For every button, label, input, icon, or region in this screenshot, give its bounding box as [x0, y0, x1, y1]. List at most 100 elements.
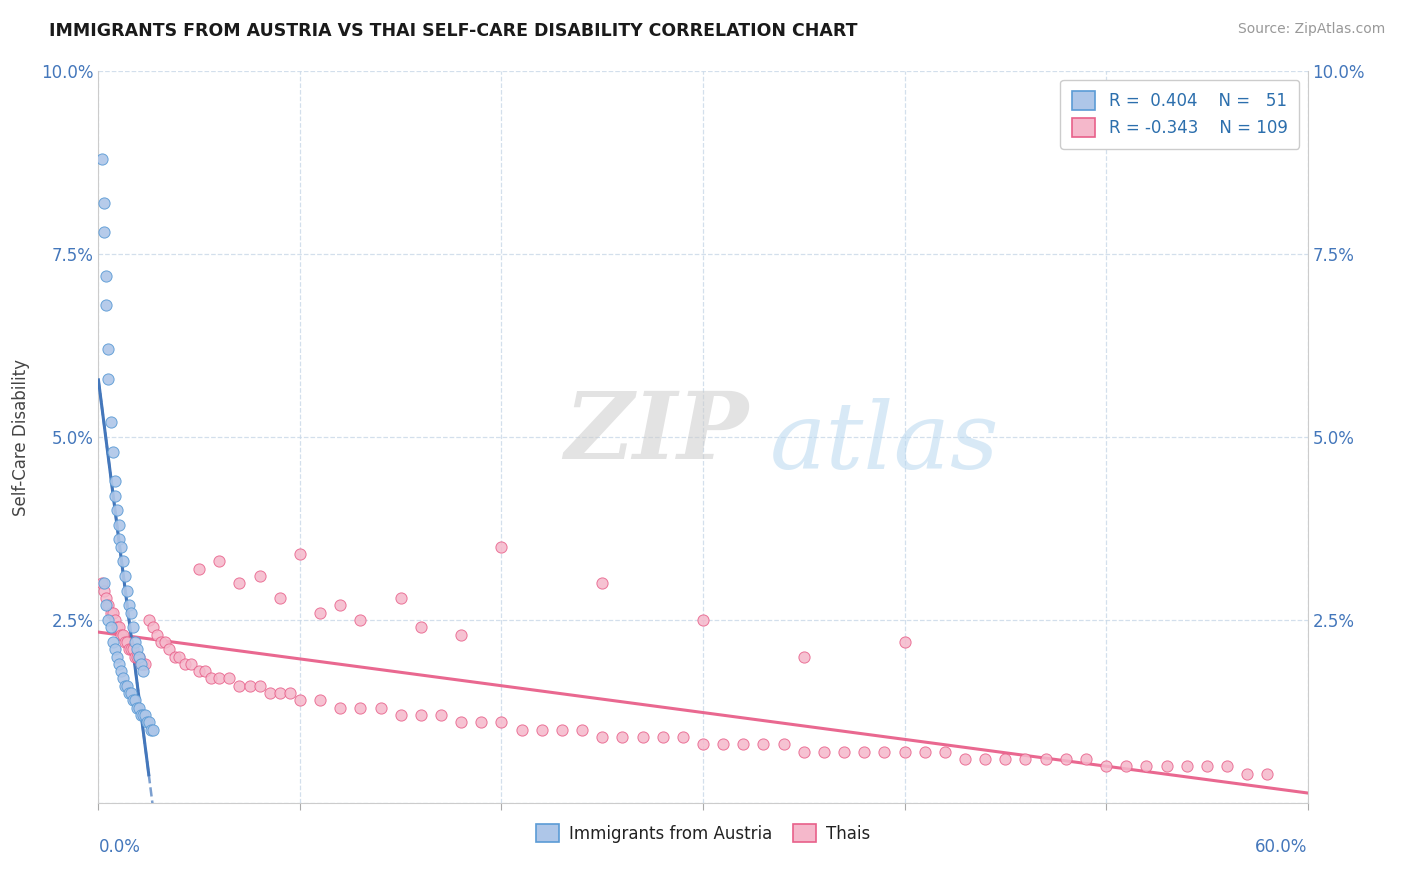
Point: [134, 708, 156, 723]
Point: [733, 737, 755, 751]
Point: [914, 745, 936, 759]
Point: [129, 657, 152, 671]
Point: [1054, 752, 1077, 766]
Point: [370, 700, 392, 714]
Point: [97, 599, 120, 613]
Point: [1156, 759, 1178, 773]
Point: [194, 664, 217, 678]
Point: [651, 730, 673, 744]
Point: [128, 649, 150, 664]
Point: [288, 693, 311, 707]
Point: [530, 723, 553, 737]
Point: [105, 620, 128, 634]
Point: [146, 627, 169, 641]
Point: [96, 599, 118, 613]
Point: [118, 686, 141, 700]
Point: [1035, 752, 1057, 766]
Point: [93, 583, 115, 598]
Point: [128, 700, 150, 714]
Point: [142, 723, 165, 737]
Point: [218, 672, 240, 686]
Point: [135, 715, 157, 730]
Point: [111, 627, 134, 641]
Point: [100, 416, 122, 430]
Point: [309, 606, 332, 620]
Point: [97, 343, 120, 357]
Point: [103, 642, 125, 657]
Point: [132, 708, 155, 723]
Point: [612, 730, 634, 744]
Point: [491, 715, 513, 730]
Point: [1095, 759, 1118, 773]
Point: [249, 679, 271, 693]
Point: [278, 686, 301, 700]
Point: [120, 642, 142, 657]
Point: [1256, 766, 1278, 780]
Point: [180, 657, 202, 671]
Point: [97, 371, 120, 385]
Point: [994, 752, 1017, 766]
Point: [1074, 752, 1097, 766]
Point: [115, 583, 138, 598]
Point: [91, 152, 114, 166]
Point: [91, 576, 114, 591]
Point: [329, 700, 352, 714]
Point: [100, 606, 122, 620]
Point: [103, 613, 125, 627]
Point: [110, 664, 132, 678]
Point: [793, 649, 815, 664]
Point: [239, 679, 262, 693]
Point: [138, 613, 160, 627]
Point: [288, 547, 311, 561]
Point: [329, 599, 352, 613]
Point: [115, 679, 138, 693]
Point: [491, 540, 513, 554]
Point: [1175, 759, 1198, 773]
Point: [510, 723, 533, 737]
Point: [1216, 759, 1239, 773]
Point: [200, 672, 222, 686]
Point: [853, 745, 876, 759]
Point: [450, 715, 472, 730]
Point: [1014, 752, 1036, 766]
Point: [389, 708, 412, 723]
Legend: Immigrants from Austria, Thais: Immigrants from Austria, Thais: [529, 817, 877, 849]
Point: [551, 723, 574, 737]
Point: [409, 620, 432, 634]
Point: [893, 635, 915, 649]
Point: [110, 540, 132, 554]
Point: [114, 569, 136, 583]
Point: [571, 723, 593, 737]
Point: [208, 554, 231, 568]
Text: atlas: atlas: [769, 398, 1000, 488]
Point: [631, 730, 654, 744]
Point: [1236, 766, 1258, 780]
Point: [125, 700, 148, 714]
Point: [934, 745, 956, 759]
Point: [167, 649, 190, 664]
Point: [93, 576, 115, 591]
Text: ZIP: ZIP: [564, 388, 748, 478]
Point: [125, 649, 148, 664]
Point: [96, 298, 118, 312]
Point: [124, 649, 146, 664]
Point: [107, 657, 129, 671]
Point: [974, 752, 997, 766]
Point: [118, 642, 141, 657]
Point: [125, 642, 148, 657]
Point: [134, 657, 156, 671]
Point: [228, 679, 250, 693]
Point: [692, 737, 714, 751]
Point: [101, 606, 124, 620]
Point: [97, 613, 120, 627]
Point: [793, 745, 815, 759]
Point: [591, 730, 613, 744]
Point: [188, 562, 211, 576]
Point: [124, 693, 146, 707]
Point: [107, 533, 129, 547]
Point: [772, 737, 794, 751]
Point: [121, 642, 143, 657]
Point: [120, 606, 142, 620]
Point: [111, 554, 134, 568]
Point: [208, 672, 231, 686]
